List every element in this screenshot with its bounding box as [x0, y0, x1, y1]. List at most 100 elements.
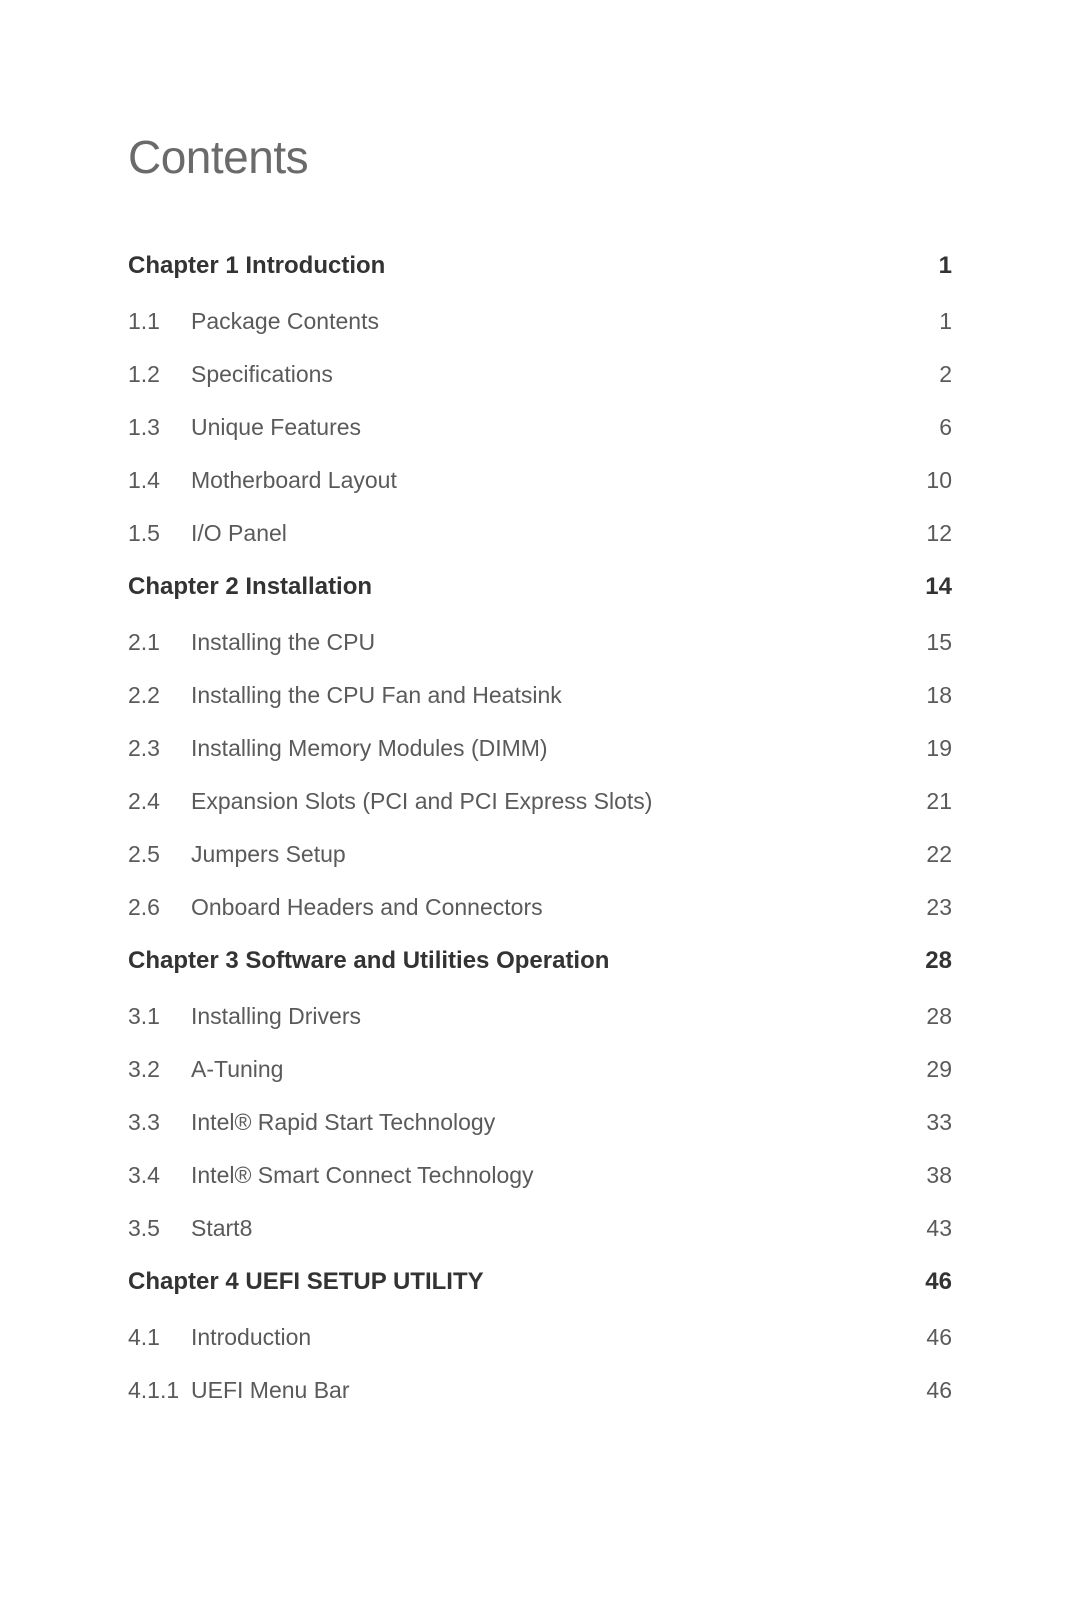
toc-section-row: 2.2Installing the CPU Fan and Heatsink 18: [128, 682, 952, 709]
toc-section-row: 2.5Jumpers Setup 22: [128, 841, 952, 868]
section-left: 3.4Intel® Smart Connect Technology: [128, 1162, 534, 1189]
section-page: 12: [926, 520, 952, 547]
section-label: Installing Drivers: [191, 1003, 361, 1030]
section-page: 21: [926, 788, 952, 815]
section-number: 2.6: [128, 894, 191, 921]
section-label: A-Tuning: [191, 1056, 283, 1083]
toc-section-row: 2.4Expansion Slots (PCI and PCI Express …: [128, 788, 952, 815]
section-left: 1.4Motherboard Layout: [128, 467, 397, 494]
section-left: 2.2Installing the CPU Fan and Heatsink: [128, 682, 562, 709]
section-page: 15: [926, 629, 952, 656]
chapter-page: 28: [925, 947, 952, 975]
section-left: 2.5Jumpers Setup: [128, 841, 346, 868]
section-number: 3.5: [128, 1215, 191, 1242]
section-left: 1.3Unique Features: [128, 414, 361, 441]
toc-section-row: 1.4Motherboard Layout 10: [128, 467, 952, 494]
table-of-contents: Chapter 1 Introduction11.1Package Conten…: [128, 252, 952, 1404]
toc-section-row: 3.3Intel® Rapid Start Technology 33: [128, 1109, 952, 1136]
section-page: 18: [926, 682, 952, 709]
section-page: 22: [926, 841, 952, 868]
chapter-label: Chapter 4 UEFI SETUP UTILITY: [128, 1268, 484, 1296]
chapter-page: 1: [939, 252, 952, 280]
section-number: 3.1: [128, 1003, 191, 1030]
section-left: 4.1.1UEFI Menu Bar: [128, 1377, 350, 1404]
section-label: Motherboard Layout: [191, 467, 397, 494]
section-left: 3.3Intel® Rapid Start Technology: [128, 1109, 495, 1136]
section-label: Installing the CPU: [191, 629, 375, 656]
toc-section-row: 1.3Unique Features 6: [128, 414, 952, 441]
section-number: 4.1.1: [128, 1377, 191, 1404]
section-page: 10: [926, 467, 952, 494]
section-label: UEFI Menu Bar: [191, 1377, 350, 1404]
page-title: Contents: [128, 130, 952, 184]
section-number: 1.4: [128, 467, 191, 494]
section-left: 3.1Installing Drivers: [128, 1003, 361, 1030]
section-page: 1: [939, 308, 952, 335]
chapter-page: 14: [925, 573, 952, 601]
section-page: 33: [926, 1109, 952, 1136]
section-label: Start8: [191, 1215, 252, 1242]
section-page: 23: [926, 894, 952, 921]
section-number: 1.2: [128, 361, 191, 388]
section-left: 1.1Package Contents: [128, 308, 379, 335]
section-page: 43: [926, 1215, 952, 1242]
section-left: 1.5I/O Panel: [128, 520, 287, 547]
chapter-label: Chapter 1 Introduction: [128, 252, 385, 280]
section-number: 2.2: [128, 682, 191, 709]
toc-chapter-row: Chapter 1 Introduction 1: [128, 252, 952, 280]
section-page: 19: [926, 735, 952, 762]
section-label: Onboard Headers and Connectors: [191, 894, 543, 921]
toc-chapter-row: Chapter 4 UEFI SETUP UTILITY 46: [128, 1268, 952, 1296]
section-label: Installing the CPU Fan and Heatsink: [191, 682, 562, 709]
section-page: 38: [926, 1162, 952, 1189]
toc-section-row: 3.5Start8 43: [128, 1215, 952, 1242]
toc-section-row: 3.4Intel® Smart Connect Technology 38: [128, 1162, 952, 1189]
section-label: Package Contents: [191, 308, 379, 335]
section-page: 29: [926, 1056, 952, 1083]
section-number: 2.4: [128, 788, 191, 815]
section-number: 2.1: [128, 629, 191, 656]
toc-section-row: 3.2A-Tuning 29: [128, 1056, 952, 1083]
toc-section-row: 4.1Introduction 46: [128, 1324, 952, 1351]
section-page: 46: [926, 1377, 952, 1404]
section-label: Jumpers Setup: [191, 841, 346, 868]
section-number: 1.1: [128, 308, 191, 335]
section-label: Specifications: [191, 361, 333, 388]
section-number: 3.2: [128, 1056, 191, 1083]
toc-section-row: 4.1.1UEFI Menu Bar 46: [128, 1377, 952, 1404]
section-number: 2.5: [128, 841, 191, 868]
section-number: 2.3: [128, 735, 191, 762]
toc-section-row: 1.2Specifications 2: [128, 361, 952, 388]
section-page: 2: [939, 361, 952, 388]
section-page: 28: [926, 1003, 952, 1030]
section-label: Expansion Slots (PCI and PCI Express Slo…: [191, 788, 652, 815]
section-left: 1.2Specifications: [128, 361, 333, 388]
toc-section-row: 2.1Installing the CPU 15: [128, 629, 952, 656]
chapter-page: 46: [925, 1268, 952, 1296]
toc-section-row: 1.1Package Contents 1: [128, 308, 952, 335]
section-left: 3.5Start8: [128, 1215, 252, 1242]
section-left: 2.1Installing the CPU: [128, 629, 375, 656]
section-label: Unique Features: [191, 414, 361, 441]
section-left: 2.6Onboard Headers and Connectors: [128, 894, 543, 921]
section-left: 3.2A-Tuning: [128, 1056, 283, 1083]
toc-chapter-row: Chapter 3 Software and Utilities Operati…: [128, 947, 952, 975]
section-page: 6: [939, 414, 952, 441]
section-page: 46: [926, 1324, 952, 1351]
toc-section-row: 1.5I/O Panel 12: [128, 520, 952, 547]
section-label: Introduction: [191, 1324, 311, 1351]
section-label: Intel® Smart Connect Technology: [191, 1162, 534, 1189]
section-label: Installing Memory Modules (DIMM): [191, 735, 548, 762]
section-number: 1.3: [128, 414, 191, 441]
toc-section-row: 2.6Onboard Headers and Connectors 23: [128, 894, 952, 921]
section-number: 4.1: [128, 1324, 191, 1351]
toc-section-row: 3.1Installing Drivers 28: [128, 1003, 952, 1030]
section-left: 2.3Installing Memory Modules (DIMM): [128, 735, 548, 762]
toc-chapter-row: Chapter 2 Installation14: [128, 573, 952, 601]
section-label: I/O Panel: [191, 520, 287, 547]
section-left: 4.1Introduction: [128, 1324, 311, 1351]
chapter-label: Chapter 3 Software and Utilities Operati…: [128, 947, 609, 975]
toc-section-row: 2.3Installing Memory Modules (DIMM) 19: [128, 735, 952, 762]
section-number: 3.3: [128, 1109, 191, 1136]
section-number: 1.5: [128, 520, 191, 547]
